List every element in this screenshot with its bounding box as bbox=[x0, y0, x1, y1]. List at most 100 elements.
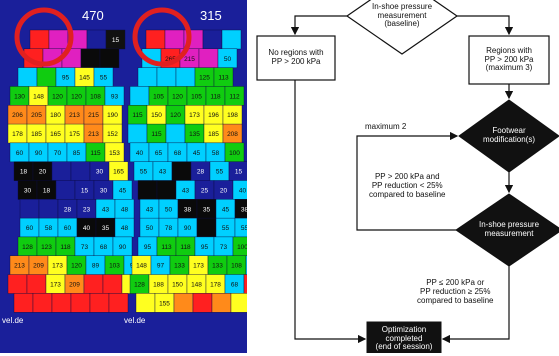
right-foot-cell-value: 95 bbox=[144, 244, 152, 251]
right-foot-cell bbox=[243, 274, 247, 294]
left-foot-cell bbox=[55, 180, 76, 200]
optimization-completed-label: Optimization completed (end of session) bbox=[375, 324, 433, 352]
edge-baseline-to-regions bbox=[457, 15, 514, 36]
left-foot-cell-value: 60 bbox=[26, 225, 34, 232]
right-foot-cell bbox=[198, 48, 219, 69]
right-foot-cell-value: 100 bbox=[229, 150, 240, 157]
baseline-decision-shape bbox=[345, 0, 459, 55]
right-foot-cell bbox=[230, 293, 247, 313]
right-foot-grid: 265 215 50 125 113 105 120 105 118 112 115 150 120 17… bbox=[127, 29, 247, 313]
footwear-modification-label: Footwear modification(s) bbox=[482, 126, 535, 144]
left-foot-cell-value: 145 bbox=[79, 75, 90, 82]
right-foot-cell bbox=[165, 123, 186, 144]
left-foot-cell-value: 180 bbox=[50, 112, 61, 119]
left-foot-cell bbox=[48, 29, 69, 50]
right-foot-cell-value: 113 bbox=[161, 244, 172, 251]
right-foot-cell-value: 55 bbox=[140, 169, 148, 176]
right-foot-cell-value: 50 bbox=[224, 56, 232, 63]
left-foot-cell bbox=[13, 293, 34, 313]
right-foot-cell-value: 173 bbox=[193, 263, 204, 270]
left-foot-cell bbox=[51, 161, 72, 181]
right-foot-cell-value: 43 bbox=[146, 206, 154, 213]
right-foot-cell bbox=[145, 29, 166, 50]
left-foot-cell-value: 48 bbox=[121, 225, 129, 232]
left-foot-cell bbox=[19, 199, 40, 219]
right-foot-cell-value: 90 bbox=[184, 225, 192, 232]
right-foot-cell-value: 188 bbox=[153, 282, 164, 289]
left-foot-cell-value: 60 bbox=[16, 150, 24, 157]
left-foot-cell-value: 103 bbox=[109, 263, 120, 270]
right-foot-cell-value: 25 bbox=[201, 187, 209, 194]
right-foot-cell bbox=[202, 29, 223, 50]
left-foot-cell bbox=[70, 161, 91, 181]
left-foot-cell-value: 90 bbox=[119, 244, 127, 251]
left-foot-cell-value: 206 bbox=[12, 112, 23, 119]
left-foot-cell-value: 48 bbox=[121, 206, 129, 213]
right-foot-cell-value: 118 bbox=[210, 93, 221, 100]
left-foot-peak-value: 470 bbox=[82, 8, 104, 23]
left-foot-cell-value: 153 bbox=[109, 150, 120, 157]
left-foot-cell-value: 108 bbox=[90, 93, 101, 100]
left-foot-cell-value: 205 bbox=[31, 112, 42, 119]
right-foot-cell-value: 215 bbox=[184, 56, 195, 63]
left-foot-cell-value: 73 bbox=[81, 244, 89, 251]
right-foot-cell-value: 55 bbox=[216, 169, 224, 176]
right-foot-cell-value: 178 bbox=[210, 282, 221, 289]
right-foot-cell-value: 40 bbox=[239, 187, 247, 194]
left-foot-cell-value: 120 bbox=[71, 93, 82, 100]
right-foot-cell-value: 148 bbox=[136, 263, 147, 270]
left-foot-cell bbox=[38, 199, 59, 219]
left-foot-cell bbox=[86, 29, 107, 50]
right-foot-cell-value: 155 bbox=[159, 300, 170, 307]
flowchart-graphics bbox=[256, 0, 559, 353]
left-foot-cell-value: 148 bbox=[33, 93, 44, 100]
right-foot-cell-value: 196 bbox=[208, 112, 219, 119]
right-foot-cell-value: 265 bbox=[165, 56, 176, 63]
left-foot-cell bbox=[108, 293, 129, 313]
left-foot-cell-value: 215 bbox=[88, 112, 99, 119]
left-foot-cell bbox=[51, 293, 72, 313]
right-foot-cell-value: 68 bbox=[231, 282, 239, 289]
left-foot-cell-value: 152 bbox=[107, 131, 118, 138]
right-foot-cell-value: 97 bbox=[157, 263, 165, 270]
right-foot-cell-value: 43 bbox=[182, 187, 190, 194]
left-foot-cell bbox=[80, 48, 101, 69]
right-foot-cell bbox=[211, 293, 232, 313]
right-foot-cell-value: 118 bbox=[180, 244, 191, 251]
right-foot-cell-value: 148 bbox=[191, 282, 202, 289]
left-foot-cell-value: 20 bbox=[39, 169, 47, 176]
right-foot-cell bbox=[221, 29, 242, 50]
left-foot-cell-value: 90 bbox=[35, 150, 43, 157]
left-foot-cell-value: 128 bbox=[22, 244, 33, 251]
right-foot-cell-value: 135 bbox=[189, 131, 200, 138]
left-foot-cell-value: 15 bbox=[81, 187, 89, 194]
right-foot-cell bbox=[129, 86, 150, 106]
left-foot-cell bbox=[17, 67, 38, 87]
right-foot-cell bbox=[127, 123, 148, 144]
pressure-map-canvas: 15 95 145 55 130 148 120 120 108 93 206 205 180 213 21… bbox=[7, 7, 247, 313]
edge-no-regions-to-completed bbox=[294, 80, 367, 344]
left-foot-cell-value: 55 bbox=[100, 75, 108, 82]
left-foot-cell-value: 40 bbox=[83, 225, 91, 232]
reduction-below-threshold-label: PP > 200 kPa and PP reduction < 25% comp… bbox=[369, 172, 446, 200]
right-foot-cell-value: 15 bbox=[235, 169, 243, 176]
left-foot-cell-value: 190 bbox=[107, 112, 118, 119]
plantar-pressure-maps: 15 95 145 55 130 148 120 120 108 93 206 205 180 213 21… bbox=[0, 0, 247, 353]
optimization-flowchart: In-shoe pressure measurement (baseline) … bbox=[247, 0, 559, 353]
right-foot-cell bbox=[192, 293, 213, 313]
right-foot-cell-value: 55 bbox=[222, 225, 230, 232]
right-foot-cell bbox=[156, 180, 177, 200]
right-foot-cell-value: 128 bbox=[134, 282, 145, 289]
right-foot-cell-value: 40 bbox=[136, 150, 144, 157]
left-foot-cell bbox=[36, 67, 57, 87]
right-foot-cell-value: 95 bbox=[201, 244, 209, 251]
right-foot-cell-value: 43 bbox=[159, 169, 167, 176]
left-foot-cell-value: 173 bbox=[50, 282, 61, 289]
left-foot-cell-value: 89 bbox=[92, 263, 100, 270]
left-foot-cell-value: 18 bbox=[43, 187, 51, 194]
left-foot-cell-value: 95 bbox=[62, 75, 70, 82]
right-foot-cell bbox=[164, 29, 185, 50]
right-toe-highlight-circle bbox=[132, 7, 192, 67]
right-foot-cell-value: 120 bbox=[172, 93, 183, 100]
right-foot-cell-value: 108 bbox=[231, 263, 242, 270]
